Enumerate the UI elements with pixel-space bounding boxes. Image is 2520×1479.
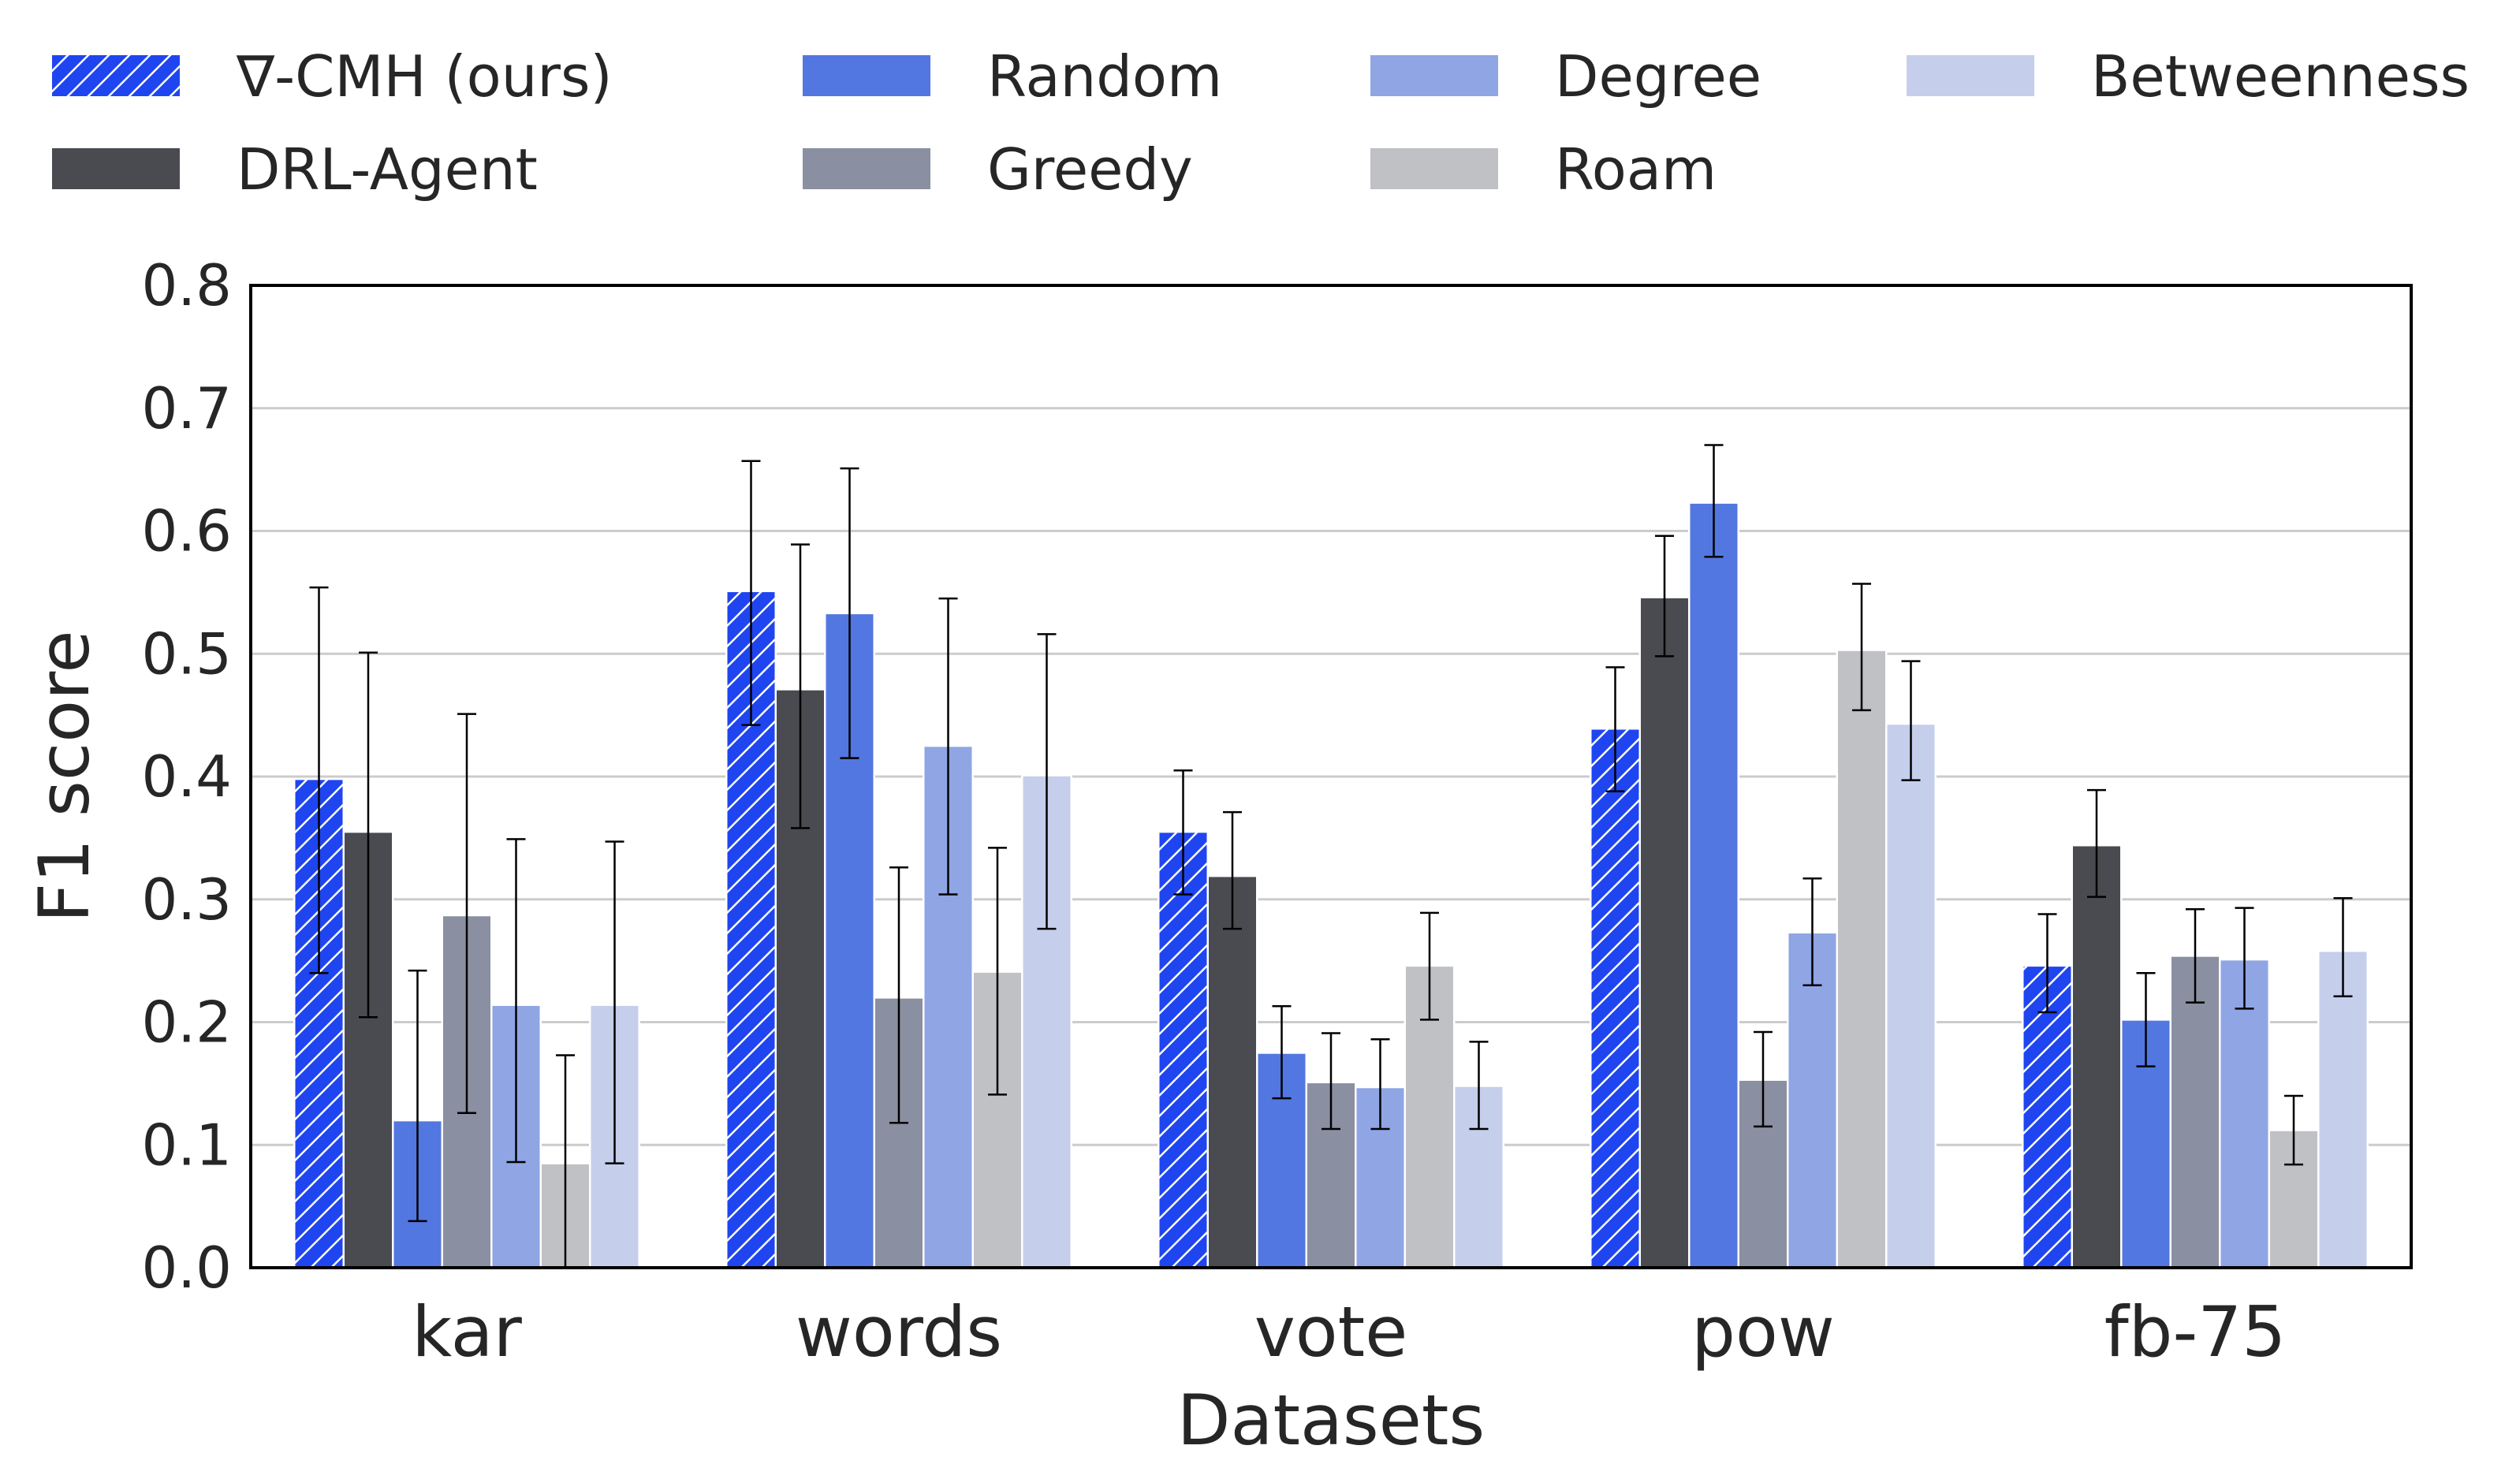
- error-bar-drl-agent-kar: [359, 651, 378, 1019]
- error-bar-roam-words: [988, 847, 1007, 1096]
- legend: ∇-CMH (ours) DRL-Agent Random Greedy Degree R…: [52, 43, 2470, 203]
- error-bar-random-words: [840, 467, 859, 759]
- error-bar-betweenness-kar: [605, 840, 624, 1164]
- x-tick-label: words: [796, 1291, 1002, 1373]
- bar-betweenness-fb-75: [2317, 949, 2369, 1269]
- y-axis-title: F1 score: [24, 630, 105, 922]
- error-bar-cmh-ours-pow: [1605, 666, 1625, 792]
- error-bar-roam-fb-75: [2284, 1094, 2303, 1166]
- legend-label: Degree: [1555, 43, 1761, 110]
- error-bar-greedy-words: [889, 866, 908, 1124]
- x-tick-label: vote: [1254, 1291, 1408, 1373]
- error-bar-random-vote: [1272, 1005, 1292, 1100]
- bar-betweenness-pow: [1885, 722, 1937, 1269]
- error-bar-degree-words: [938, 597, 958, 896]
- error-bars: [309, 444, 2353, 1269]
- legend-item-cmh-ours: ∇-CMH (ours): [52, 43, 613, 110]
- bar-random-pow: [1688, 501, 1739, 1269]
- error-bar-greedy-pow: [1754, 1030, 1773, 1128]
- error-bar-random-pow: [1704, 444, 1724, 558]
- legend-swatch: [803, 148, 930, 189]
- x-tick-label: kar: [412, 1291, 522, 1373]
- error-bar-cmh-ours-kar: [309, 586, 329, 974]
- error-bar-drl-agent-fb-75: [2087, 788, 2106, 898]
- bar-degree-pow: [1787, 931, 1838, 1269]
- y-tick-label: 0.8: [141, 252, 232, 319]
- bar-roam-pow: [1836, 649, 1888, 1269]
- error-bar-cmh-ours-fb-75: [2037, 913, 2057, 1014]
- y-tick-label: 0.3: [141, 866, 232, 933]
- x-axis-title: Datasets: [1177, 1380, 1485, 1461]
- legend-label: Roam: [1555, 136, 1717, 203]
- error-bar-cmh-ours-words: [741, 460, 761, 726]
- error-bar-greedy-kar: [457, 713, 476, 1115]
- error-bar-roam-pow: [1852, 583, 1871, 712]
- y-tick-label: 0.4: [141, 743, 232, 810]
- error-bar-degree-kar: [506, 838, 526, 1164]
- bar-cmh-ours-pow: [1590, 728, 1641, 1269]
- legend-label: Random: [987, 43, 1222, 110]
- legend-item-betweenness: Betweenness: [1907, 43, 2470, 110]
- error-bar-drl-agent-words: [791, 543, 810, 829]
- legend-label: Greedy: [987, 136, 1193, 203]
- error-bar-greedy-fb-75: [2186, 907, 2205, 1004]
- legend-swatch: [52, 148, 180, 189]
- error-bar-random-fb-75: [2136, 971, 2156, 1067]
- error-bar-cmh-ours-vote: [1173, 769, 1193, 896]
- bars: [293, 501, 2369, 1269]
- legend-item-roam: Roam: [1370, 136, 1717, 203]
- bar-drl-agent-vote: [1206, 874, 1258, 1269]
- x-axis-ticks: kar words vote pow fb-75: [412, 1291, 2286, 1373]
- y-tick-label: 0.2: [141, 989, 232, 1056]
- error-bar-drl-agent-pow: [1655, 535, 1674, 658]
- legend-swatch: [52, 55, 180, 96]
- y-tick-label: 0.7: [141, 375, 232, 441]
- legend-swatch: [1370, 148, 1498, 189]
- error-bar-degree-fb-75: [2235, 907, 2254, 1010]
- legend-label: Betweenness: [2091, 43, 2470, 110]
- y-tick-label: 0.6: [141, 498, 232, 564]
- error-bar-random-kar: [408, 969, 427, 1223]
- bar-drl-agent-fb-75: [2071, 844, 2123, 1269]
- x-tick-label: fb-75: [2104, 1291, 2287, 1373]
- error-bar-betweenness-vote: [1469, 1041, 1489, 1131]
- bar-drl-agent-pow: [1638, 596, 1691, 1269]
- legend-swatch: [803, 55, 930, 96]
- legend-item-degree: Degree: [1370, 43, 1761, 110]
- legend-swatch: [1907, 55, 2034, 96]
- y-tick-label: 0.0: [141, 1235, 232, 1301]
- bar-cmh-ours-vote: [1157, 830, 1209, 1269]
- error-bar-betweenness-fb-75: [2333, 896, 2353, 998]
- error-bar-betweenness-words: [1037, 633, 1057, 930]
- legend-item-random: Random: [803, 43, 1222, 110]
- legend-label: ∇-CMH (ours): [236, 43, 613, 110]
- legend-swatch: [1370, 55, 1498, 96]
- error-bar-degree-vote: [1370, 1038, 1390, 1131]
- error-bar-betweenness-pow: [1901, 660, 1921, 781]
- error-bar-roam-vote: [1420, 911, 1439, 1021]
- error-bar-degree-pow: [1802, 877, 1822, 987]
- legend-label: DRL-Agent: [237, 136, 538, 203]
- legend-item-drl-agent: DRL-Agent: [52, 136, 538, 203]
- error-bar-drl-agent-vote: [1223, 810, 1242, 930]
- y-axis-ticks: 0.0 0.1 0.2 0.3 0.4 0.5 0.6 0.7 0.8: [141, 252, 232, 1301]
- y-tick-label: 0.5: [141, 620, 232, 687]
- legend-item-greedy: Greedy: [803, 136, 1193, 203]
- error-bar-greedy-vote: [1322, 1032, 1340, 1131]
- plot-frame: [249, 284, 2413, 1269]
- y-tick-label: 0.1: [141, 1112, 232, 1178]
- x-tick-label: pow: [1691, 1291, 1835, 1373]
